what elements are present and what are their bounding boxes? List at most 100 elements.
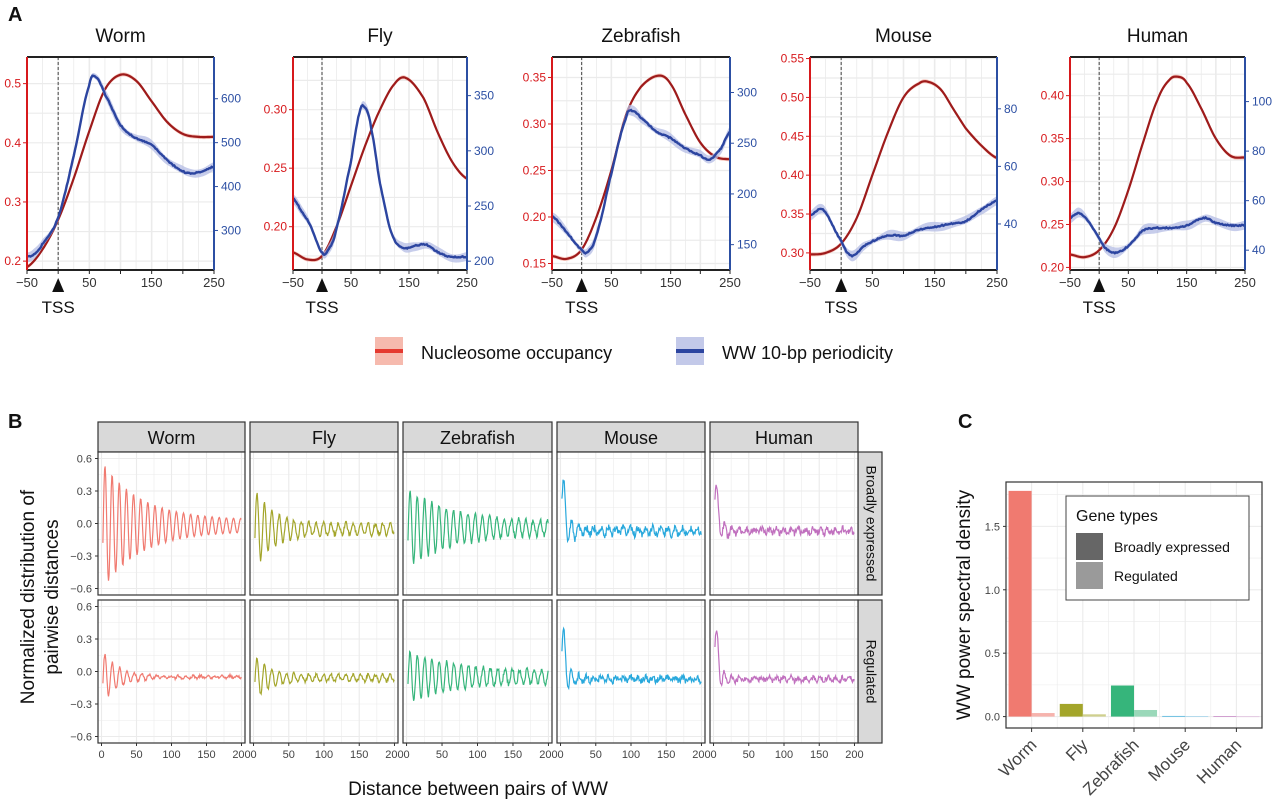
y-tick-label-right: 500 bbox=[221, 136, 241, 150]
tss-arrow-icon bbox=[316, 278, 328, 292]
facet-panel-fly-regulated: 0 50 100 150 200 bbox=[249, 599, 404, 761]
facet-panel-zebrafish-broadly bbox=[402, 451, 553, 596]
y-tick-label-right: 600 bbox=[221, 92, 241, 106]
y-tick-label-left: 0.20 bbox=[264, 220, 288, 234]
y-tick-label-left: 0.40 bbox=[781, 168, 805, 182]
tss-label: TSS bbox=[305, 298, 338, 317]
facet-title: Zebrafish bbox=[601, 26, 680, 47]
y-tick-label-right: 60 bbox=[1252, 194, 1266, 208]
x-tick-label: Human bbox=[1193, 735, 1245, 787]
x-tick-label: −50 bbox=[16, 275, 38, 290]
facet-strip-label: Worm bbox=[148, 428, 196, 448]
tss-arrow-icon bbox=[575, 278, 588, 292]
tss-label: TSS bbox=[565, 298, 598, 317]
y-tick-label-left: 0.30 bbox=[781, 246, 805, 260]
y-tick-label-right: 300 bbox=[474, 144, 494, 158]
facet-strip-row bbox=[857, 451, 883, 596]
y-tick-label-left: 0.40 bbox=[1041, 89, 1065, 103]
panel-a: Worm 0.2 0.3 0.4 0.5 300 400 500 600 −50 50 150 250 T… bbox=[4, 26, 1272, 317]
x-tick-label: 50 bbox=[436, 749, 448, 761]
x-tick-label: 50 bbox=[1121, 275, 1135, 290]
series-line bbox=[102, 653, 242, 697]
facet-strip-label: Fly bbox=[312, 428, 336, 448]
bar-human-broadly bbox=[1213, 716, 1237, 717]
y-tick-label-right: 400 bbox=[221, 180, 241, 194]
panel-label-b: B bbox=[8, 411, 22, 433]
y-tick-label-right: 100 bbox=[1252, 95, 1272, 109]
x-tick-label: 150 bbox=[657, 749, 675, 761]
x-tick-label: 150 bbox=[398, 275, 420, 290]
x-tick-label: 0 bbox=[403, 749, 409, 761]
x-tick-label: Worm bbox=[995, 735, 1040, 780]
panel-label-a: A bbox=[8, 4, 22, 26]
x-tick-label: 200 bbox=[539, 749, 557, 761]
series-line bbox=[102, 466, 242, 581]
x-tick-label: 150 bbox=[924, 275, 946, 290]
x-tick-label: 250 bbox=[456, 275, 478, 290]
x-tick-label: −50 bbox=[541, 275, 563, 290]
x-tick-label: 100 bbox=[162, 749, 180, 761]
x-tick-label: 50 bbox=[604, 275, 618, 290]
y-tick-label-right: 40 bbox=[1004, 217, 1018, 231]
y-tick-label: −0.6 bbox=[70, 732, 92, 744]
y-tick-label-left: 0.15 bbox=[523, 256, 547, 270]
legend-label: Regulated bbox=[1114, 568, 1178, 584]
panel-border bbox=[249, 451, 399, 596]
facet-strip-row-label: Broadly expressed bbox=[863, 466, 879, 582]
y-axis-label-line2: pairwise distances bbox=[42, 519, 63, 674]
legend-label: WW 10-bp periodicity bbox=[722, 343, 893, 363]
x-tick-label: Zebrafish bbox=[1079, 735, 1143, 799]
plot-border bbox=[1005, 481, 1263, 729]
y-tick-label: 0.6 bbox=[77, 454, 92, 466]
y-tick-label-right: 250 bbox=[737, 136, 757, 150]
legend-item-ww: WW 10-bp periodicity bbox=[676, 337, 893, 365]
y-axis-label: WW power spectral density bbox=[954, 489, 975, 720]
series-line bbox=[561, 479, 702, 544]
x-tick-label: 50 bbox=[743, 749, 755, 761]
facet-panel-human-regulated: 0 50 100 150 200 bbox=[709, 599, 864, 761]
legend-swatch bbox=[1076, 562, 1103, 589]
x-tick-label: 50 bbox=[82, 275, 96, 290]
y-tick-label-left: 0.25 bbox=[264, 161, 288, 175]
x-tick-label: Fly bbox=[1062, 735, 1092, 765]
facet-panel-worm-regulated: −0.6 −0.3 0.0 0.3 0.6 0 50 100 150 200 bbox=[70, 599, 251, 761]
x-tick-label: 150 bbox=[1176, 275, 1198, 290]
tss-arrow-icon bbox=[835, 278, 848, 292]
x-tick-label: 0 bbox=[557, 749, 563, 761]
legend: Gene types Broadly expressed Regulated bbox=[1065, 495, 1250, 601]
y-tick-label-right: 200 bbox=[737, 187, 757, 201]
legend-title: Gene types bbox=[1076, 508, 1158, 525]
y-tick-label: 0.3 bbox=[77, 634, 92, 646]
facet-title: Mouse bbox=[875, 26, 932, 47]
x-tick-label: 100 bbox=[315, 749, 333, 761]
y-tick-label: 1.5 bbox=[985, 521, 1000, 533]
y-tick-label: −0.6 bbox=[70, 584, 92, 596]
y-tick-label-right: 80 bbox=[1252, 144, 1266, 158]
bar-human-regulated bbox=[1236, 716, 1260, 718]
series-line bbox=[714, 484, 855, 539]
y-tick-label-right: 80 bbox=[1004, 102, 1018, 116]
x-tick-label: −50 bbox=[282, 275, 304, 290]
facet-panel-zebrafish-regulated: 0 50 100 150 200 bbox=[402, 599, 558, 761]
facet-mouse: Mouse 0.30 0.35 0.40 0.45 0.50 0.55 40 60 80 −50 50… bbox=[781, 26, 1018, 317]
bar-zebrafish-broadly bbox=[1110, 685, 1134, 717]
y-tick-label-left: 0.30 bbox=[523, 117, 547, 131]
y-tick-label-left: 0.25 bbox=[523, 163, 547, 177]
x-tick-label: 50 bbox=[283, 749, 295, 761]
facet-strip bbox=[249, 421, 399, 453]
x-tick-label: 200 bbox=[232, 749, 250, 761]
y-tick-label-right: 250 bbox=[474, 199, 494, 213]
facet-strip-label: Human bbox=[755, 428, 813, 448]
bar-zebrafish-regulated bbox=[1134, 709, 1158, 717]
facet-strip-row bbox=[857, 599, 883, 744]
x-tick-label: Mouse bbox=[1145, 735, 1195, 785]
facet-strip-label: Zebrafish bbox=[440, 428, 515, 448]
y-tick-label-right: 300 bbox=[737, 86, 757, 100]
panel-border bbox=[709, 451, 859, 596]
facet-worm: Worm 0.2 0.3 0.4 0.5 300 400 500 600 −50 50 150 250 T… bbox=[4, 26, 241, 317]
tss-label: TSS bbox=[42, 298, 75, 317]
panel-border bbox=[556, 451, 706, 596]
y-tick-label-right: 150 bbox=[737, 238, 757, 252]
